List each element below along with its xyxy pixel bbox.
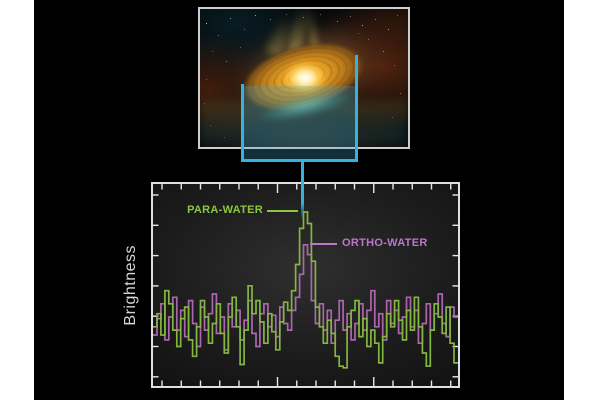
zoom-bracket-fill <box>244 86 355 159</box>
disk-image-panel <box>198 7 410 149</box>
y-axis-label: Brightness <box>122 244 139 326</box>
zoom-connector-line <box>301 162 304 220</box>
ortho-water-leader-line <box>310 243 337 245</box>
zoom-bracket-right-line <box>355 55 358 162</box>
spectrum-plot <box>151 182 460 388</box>
star-field <box>200 9 201 10</box>
para-water-label: PARA-WATER <box>187 204 263 216</box>
y-axis-label-wrap: Brightness <box>114 182 148 388</box>
para-water-leader-line <box>267 210 298 212</box>
zoom-bracket-left-line <box>241 84 244 162</box>
spectrum-traces <box>153 184 458 386</box>
protoplanetary-disk-illustration <box>200 9 408 147</box>
ortho-water-label: ORTHO-WATER <box>342 237 428 249</box>
zoom-bracket-bottom-line <box>241 159 358 162</box>
